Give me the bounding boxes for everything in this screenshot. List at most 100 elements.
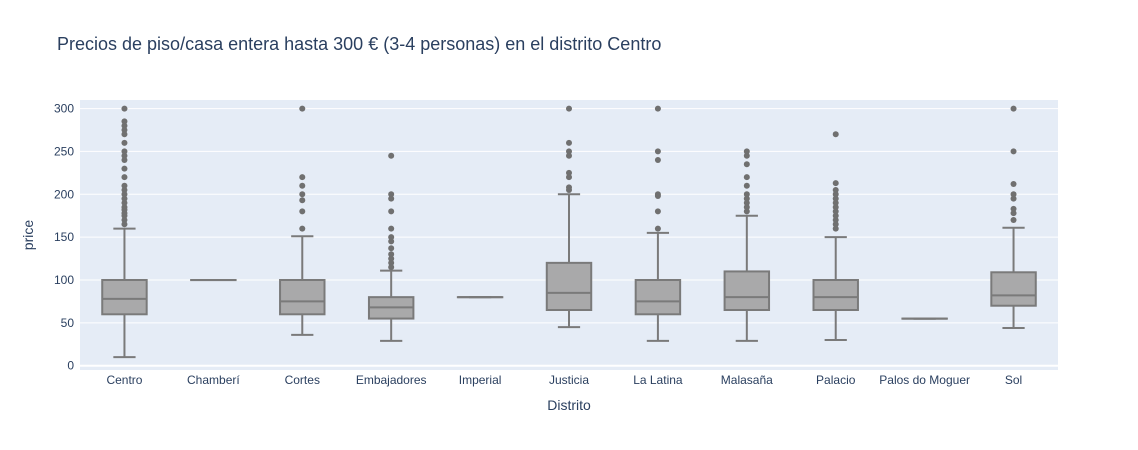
outlier-point (566, 152, 572, 159)
outlier-point (121, 122, 128, 129)
outlier-point (121, 199, 128, 206)
x-tick-label: Palacio (816, 373, 856, 387)
box-sol (990, 105, 1037, 329)
outlier-point (299, 225, 306, 232)
y-tick-label: 100 (54, 273, 74, 287)
x-axis-title: Distrito (547, 397, 591, 413)
iqr-box (279, 279, 326, 316)
iqr-box (545, 261, 593, 312)
outlier-point (654, 157, 661, 163)
outlier-point (388, 225, 395, 232)
outlier-point (299, 182, 306, 189)
outlier-point (299, 105, 306, 112)
outlier-point (121, 195, 128, 202)
outlier-point (743, 148, 750, 155)
outlier-point (388, 251, 395, 258)
x-tick-label: Palos do Moguer (879, 373, 970, 387)
outlier-point (832, 199, 839, 206)
iqr-box (990, 271, 1037, 307)
box-la-latina (634, 105, 682, 342)
y-tick-label: 50 (61, 316, 75, 330)
outlier-point (388, 208, 395, 215)
box-justicia (545, 105, 593, 329)
box-centro (101, 105, 148, 359)
outlier-point (121, 139, 128, 146)
outlier-point (832, 191, 839, 198)
y-tick-label: 150 (54, 230, 74, 244)
outlier-point (743, 182, 750, 189)
outlier-point (388, 245, 395, 252)
outlier-point (121, 204, 128, 211)
x-tick-label: Embajadores (356, 373, 427, 387)
outlier-point (299, 174, 306, 181)
outlier-point (1010, 181, 1017, 187)
outlier-point (566, 169, 572, 176)
outlier-point (121, 217, 128, 223)
box-palacio (812, 131, 859, 341)
iqr-box (812, 279, 859, 311)
outlier-point (121, 131, 128, 138)
outlier-point (121, 152, 128, 159)
outlier-point (388, 238, 395, 245)
outlier-point (743, 199, 750, 206)
outlier-point (388, 259, 395, 266)
outlier-point (1010, 210, 1017, 217)
x-tick-label: Sol (1005, 373, 1022, 387)
iqr-box (101, 279, 148, 316)
boxes (101, 105, 1037, 359)
outlier-point (299, 197, 306, 204)
outlier-point (654, 191, 661, 198)
outlier-point (566, 139, 572, 146)
outlier-point (832, 131, 839, 138)
outlier-point (743, 174, 750, 181)
outlier-point (566, 184, 572, 191)
outlier-point (121, 127, 128, 133)
outlier-point (388, 191, 395, 198)
outlier-point (832, 195, 839, 202)
y-tick-label: 200 (54, 187, 74, 201)
outlier-point (121, 191, 128, 198)
x-tick-label: La Latina (633, 373, 683, 387)
outlier-point (1010, 195, 1017, 202)
x-tick-label: Cortes (285, 373, 320, 387)
outlier-point (1010, 217, 1017, 223)
outlier-point (388, 234, 395, 241)
outlier-point (832, 180, 839, 187)
outlier-point (388, 264, 395, 271)
x-tick-label: Justicia (549, 373, 589, 387)
outlier-point (654, 208, 661, 215)
x-tick-label: Imperial (459, 373, 502, 387)
outlier-point (121, 221, 128, 228)
outlier-point (743, 195, 750, 202)
outlier-point (832, 221, 839, 228)
outlier-point (743, 152, 750, 159)
outlier-point (121, 157, 128, 163)
outlier-point (1010, 191, 1017, 198)
y-tick-label: 250 (54, 144, 74, 158)
outlier-point (121, 174, 128, 181)
outlier-point (388, 195, 395, 202)
box-cortes (279, 105, 326, 336)
y-axis-title: price (20, 220, 36, 251)
box-malasaña (723, 148, 771, 342)
x-tick-label: Centro (106, 373, 142, 387)
outlier-point (832, 187, 839, 193)
y-tick-label: 300 (54, 102, 74, 116)
outlier-point (121, 182, 128, 189)
outlier-point (566, 148, 572, 155)
outlier-point (566, 174, 572, 181)
outlier-point (832, 208, 839, 215)
outlier-point (832, 204, 839, 211)
outlier-point (388, 255, 395, 262)
iqr-box (634, 279, 682, 316)
outlier-point (121, 187, 128, 193)
outlier-point (743, 191, 750, 198)
outlier-point (743, 161, 750, 168)
x-tick-label: Malasaña (721, 373, 773, 387)
outlier-point (654, 225, 661, 232)
outlier-point (654, 105, 661, 112)
outlier-point (832, 225, 839, 232)
outlier-point (121, 118, 128, 125)
box-embajadores (367, 152, 415, 342)
y-axis-ticks: 0 50 100 150 200 250 300 (54, 102, 74, 373)
